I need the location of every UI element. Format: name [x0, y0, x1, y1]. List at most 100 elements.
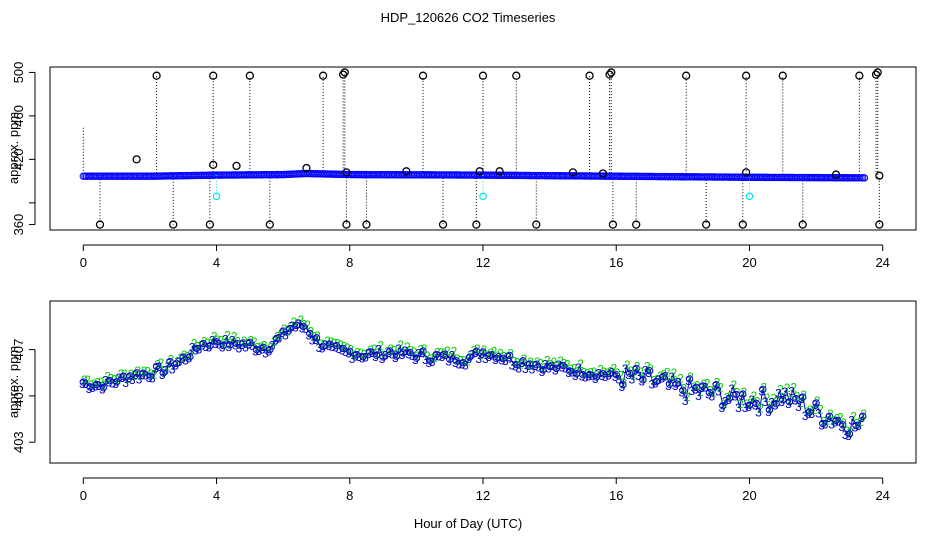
series-point: [765, 406, 774, 414]
series-2-marker: 2: [774, 395, 781, 409]
y-tick-label: 420: [11, 149, 26, 171]
series-2-marker: 2: [770, 391, 777, 405]
series-3-marker: 3: [399, 348, 406, 362]
series-2-marker: 2: [854, 417, 861, 431]
series-3-marker: 3: [259, 342, 266, 356]
series-2-marker: 2: [487, 346, 494, 360]
series-3-marker: 3: [392, 351, 399, 365]
series-2-marker: 2: [797, 396, 804, 410]
series-3-marker: 3: [325, 339, 332, 353]
series-2-marker: 2: [254, 341, 261, 355]
series-2-marker: 2: [307, 324, 314, 338]
series-2-marker: 2: [784, 381, 791, 395]
series-point: [859, 412, 867, 420]
series-2-marker: 2: [604, 366, 611, 380]
series-3-marker: 3: [619, 380, 626, 394]
series-3-marker: 3: [415, 347, 422, 361]
series-3-marker: 3: [782, 385, 789, 399]
series-2-marker: 2: [607, 365, 614, 379]
series-point: [139, 369, 147, 377]
series-point: [186, 352, 194, 361]
series-2-marker: 2: [417, 343, 424, 357]
series-3-marker: 3: [102, 374, 109, 388]
series-2-marker: 2: [571, 361, 578, 375]
spike-low-point: [205, 220, 215, 229]
series-2-marker: 2: [484, 348, 491, 362]
series-3-marker: 3: [838, 420, 845, 434]
series-3-marker: 3: [322, 338, 329, 352]
series-3-marker: 3: [445, 354, 452, 368]
series-3-marker: 3: [492, 353, 499, 367]
series-3-marker: 3: [206, 341, 213, 355]
series-3-marker: 3: [562, 362, 569, 376]
series-3-marker: 3: [595, 367, 602, 381]
series-2-marker: 2: [384, 344, 391, 358]
series-3-marker: 3: [112, 377, 119, 391]
series-point: [465, 353, 474, 361]
series-2-marker: 2: [231, 330, 238, 344]
series-2-marker: 2: [591, 365, 598, 379]
spike-high-point: [478, 71, 488, 80]
x-tick-label: 8: [346, 255, 353, 270]
series-2-marker: 2: [497, 347, 504, 361]
series-2-marker: 2: [367, 343, 374, 357]
series-3-marker: 3: [688, 384, 695, 398]
series-3-marker: 3: [845, 429, 852, 443]
series-point: [785, 398, 794, 406]
series-2-marker: 2: [391, 344, 398, 358]
series-2-marker: 2: [574, 365, 581, 379]
series-3-marker: 3: [329, 340, 336, 354]
series-3-marker: 3: [192, 343, 199, 357]
series-2-marker: 2: [807, 403, 814, 417]
bottom-plot-frame: [49, 300, 917, 464]
top-plot-frame: [49, 66, 917, 231]
series-point: [705, 388, 714, 397]
spike-high-point: [585, 71, 594, 80]
series-3-marker: 3: [765, 405, 772, 419]
series-3-marker: 3: [122, 376, 129, 390]
series-3-marker: 3: [649, 378, 656, 392]
spike-high-point: [871, 70, 881, 79]
series-3-marker: 3: [815, 406, 822, 420]
series-point: [79, 378, 88, 386]
y-tick-label: 403: [11, 431, 26, 453]
series-3-marker: 3: [156, 360, 163, 374]
series-point: [832, 416, 840, 425]
series-2-marker: 2: [690, 380, 697, 394]
x-axis-label: Hour of Day (UTC): [414, 516, 522, 531]
series-point: [326, 340, 334, 348]
series-3-marker: 3: [202, 340, 209, 354]
series-point: [419, 347, 427, 355]
series-2-marker: 2: [377, 339, 384, 353]
series-2-marker: 2: [577, 357, 584, 371]
series-2-marker: 2: [614, 366, 621, 380]
series-2-marker: 2: [121, 367, 128, 381]
series-point: [346, 347, 354, 356]
outlier-point: [342, 168, 351, 177]
series-3-marker: 3: [572, 369, 579, 383]
series-2-marker: 2: [401, 344, 408, 358]
series-2-marker: 2: [387, 342, 394, 356]
series-2-marker: 2: [554, 359, 561, 373]
series-3-marker: 3: [522, 362, 529, 376]
series-point: [312, 334, 321, 342]
outlier-point: [495, 167, 504, 176]
y-tick-label: 405: [11, 385, 26, 407]
series-2-marker: 2: [724, 390, 731, 404]
series-point: [99, 383, 107, 392]
series-point: [639, 376, 647, 384]
series-2-marker: 2: [354, 346, 361, 360]
series-2-marker: 2: [291, 315, 298, 329]
outlier-point: [741, 168, 751, 177]
outlier-point: [302, 163, 311, 173]
series-2-marker: 2: [168, 353, 175, 367]
series-3-marker: 3: [665, 379, 672, 393]
top-y-axis: 360 420 460 500: [11, 62, 36, 235]
series-2-marker: 2: [228, 336, 235, 350]
series-2-marker: 2: [547, 357, 554, 371]
series-2-marker: 2: [730, 378, 737, 392]
x-tick-label: 4: [213, 255, 220, 270]
series-2-marker: 2: [158, 356, 165, 370]
series-3-marker: 3: [755, 406, 762, 420]
series-2-marker: 2: [780, 391, 787, 405]
